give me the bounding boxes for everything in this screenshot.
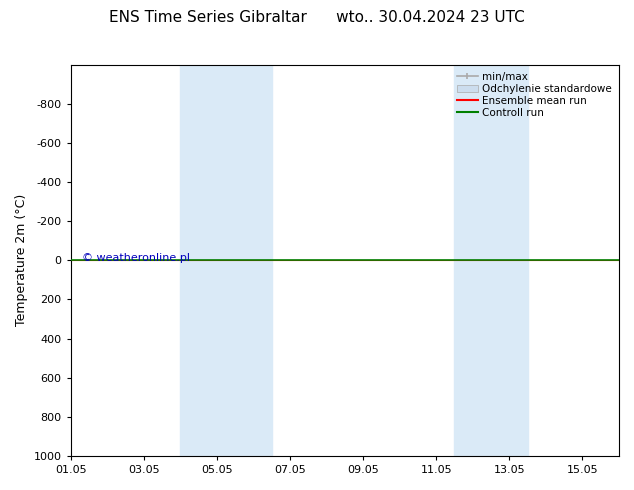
Text: © weatheronline.pl: © weatheronline.pl [82, 253, 190, 263]
Bar [455, 65, 527, 456]
Bar [180, 65, 272, 456]
Legend: min/max, Odchylenie standardowe, Ensemble mean run, Controll run: min/max, Odchylenie standardowe, Ensembl… [453, 68, 616, 122]
Text: ENS Time Series Gibraltar      wto.. 30.04.2024 23 UTC: ENS Time Series Gibraltar wto.. 30.04.20… [109, 10, 525, 25]
Y-axis label: Temperature 2m (°C): Temperature 2m (°C) [15, 194, 28, 326]
